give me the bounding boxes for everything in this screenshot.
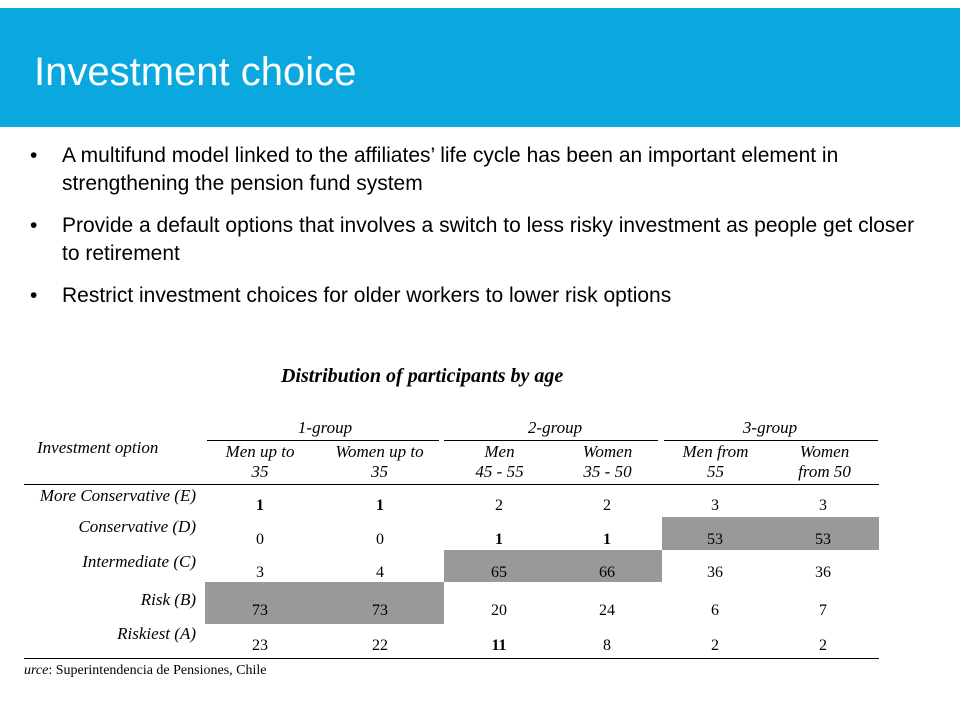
column-header: Women up to 35 — [322, 442, 437, 482]
table-cell: 1 — [495, 531, 503, 548]
column-header-line: Women up to — [335, 442, 424, 461]
table-cell: 1 — [256, 497, 264, 514]
table-cell: 53 — [707, 531, 723, 548]
bullet-item: A multifund model linked to the affiliat… — [30, 142, 935, 198]
column-header: Women from 50 — [772, 442, 877, 482]
table-cell: 3 — [711, 497, 719, 514]
column-header-line: Men up to — [225, 442, 295, 461]
table-cell: 2 — [603, 497, 611, 514]
column-header-line: 55 — [707, 462, 724, 481]
table-cell: 3 — [256, 564, 264, 581]
table-cell: 20 — [491, 602, 507, 619]
header-rule — [24, 484, 879, 485]
table-cell: 2 — [819, 637, 827, 654]
column-header: Men from 55 — [663, 442, 768, 482]
row-header: Investment option — [37, 438, 159, 457]
table-cell: 73 — [252, 602, 268, 619]
table-cell: 53 — [815, 531, 831, 548]
table-cell: 3 — [819, 497, 827, 514]
column-header: Women 35 - 50 — [555, 442, 660, 482]
column-header-line: from 50 — [798, 462, 851, 481]
table-cell: 8 — [603, 637, 611, 654]
table-cell: 11 — [491, 637, 507, 654]
column-header-line: Women — [582, 442, 633, 461]
row-label: Intermediate (C) — [82, 552, 196, 571]
bullet-item: Restrict investment choices for older wo… — [30, 282, 935, 310]
column-header: Men up to 35 — [205, 442, 315, 482]
group-header: 2-group — [527, 418, 583, 437]
table-cell: 65 — [491, 564, 507, 581]
table-cell: 1 — [603, 531, 611, 548]
table-cell: 6 — [711, 602, 719, 619]
bullet-list: A multifund model linked to the affiliat… — [30, 142, 935, 324]
highlight-conservative-3group — [662, 517, 879, 550]
highlight-risk-1group — [205, 582, 444, 624]
table-cell: 73 — [372, 602, 388, 619]
row-label: Riskiest (A) — [117, 624, 196, 643]
table-cell: 0 — [376, 531, 384, 548]
group-underline — [444, 440, 658, 441]
table-cell: 2 — [495, 497, 503, 514]
group-underline — [207, 440, 439, 441]
column-header-line: Men from — [682, 442, 749, 461]
source-text: : Superintendencia de Pensiones, Chile — [48, 663, 267, 678]
column-header: Men 45 - 55 — [447, 442, 552, 482]
group-header: 1-group — [297, 418, 353, 437]
row-label: Risk (B) — [140, 590, 196, 609]
column-header-line: 45 - 55 — [475, 462, 524, 481]
source-note: urce: Superintendencia de Pensiones, Chi… — [24, 662, 266, 680]
column-header-line: Men — [484, 442, 515, 461]
bottom-rule — [24, 658, 879, 659]
table-cell: 36 — [707, 564, 723, 581]
row-label: Conservative (D) — [78, 517, 196, 536]
table-cell: 1 — [376, 497, 384, 514]
table-cell: 66 — [599, 564, 615, 581]
table-cell: 36 — [815, 564, 831, 581]
table-title: Distribution of participants by age — [281, 365, 564, 387]
column-header-line: 35 — [251, 462, 269, 481]
bullet-item: Provide a default options that involves … — [30, 212, 935, 268]
source-label: urce — [24, 663, 49, 678]
group-header: 3-group — [742, 418, 798, 437]
row-label: More Conservative (E) — [39, 486, 196, 505]
table-cell: 2 — [711, 637, 719, 654]
table-cell: 7 — [819, 602, 827, 619]
highlight-intermediate-2group — [444, 550, 662, 582]
group-underline — [664, 440, 878, 441]
column-header-line: 35 - 50 — [583, 462, 632, 481]
table-cell: 23 — [252, 637, 268, 654]
table-cell: 0 — [256, 531, 264, 548]
table-cell: 22 — [372, 637, 388, 654]
column-header-line: Women — [799, 442, 850, 461]
slide-title: Investment choice — [34, 50, 357, 94]
title-banner: Investment choice — [0, 8, 960, 127]
table-cell: 24 — [599, 602, 615, 619]
column-header-line: 35 — [371, 462, 388, 481]
table-cell: 4 — [376, 564, 384, 581]
